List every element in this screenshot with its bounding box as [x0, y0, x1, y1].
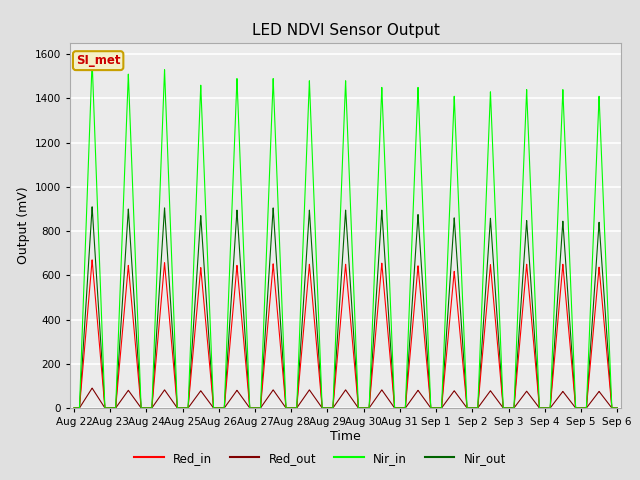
Title: LED NDVI Sensor Output: LED NDVI Sensor Output	[252, 23, 440, 38]
Y-axis label: Output (mV): Output (mV)	[17, 187, 29, 264]
X-axis label: Time: Time	[330, 430, 361, 443]
Legend: Red_in, Red_out, Nir_in, Nir_out: Red_in, Red_out, Nir_in, Nir_out	[129, 447, 511, 469]
Text: SI_met: SI_met	[76, 54, 120, 67]
